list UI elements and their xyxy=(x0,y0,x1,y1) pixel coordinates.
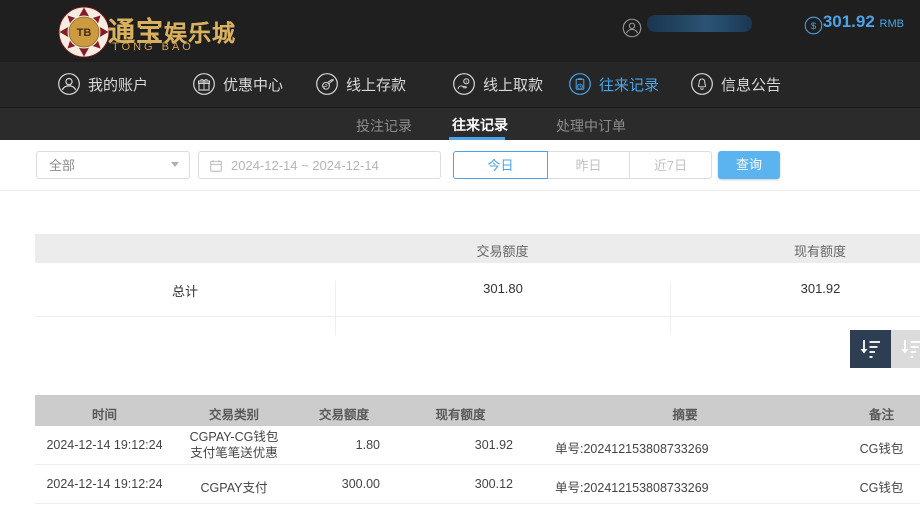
svg-text:$: $ xyxy=(811,21,817,32)
svg-text:$: $ xyxy=(465,79,467,83)
svg-text:TB: TB xyxy=(77,27,92,39)
